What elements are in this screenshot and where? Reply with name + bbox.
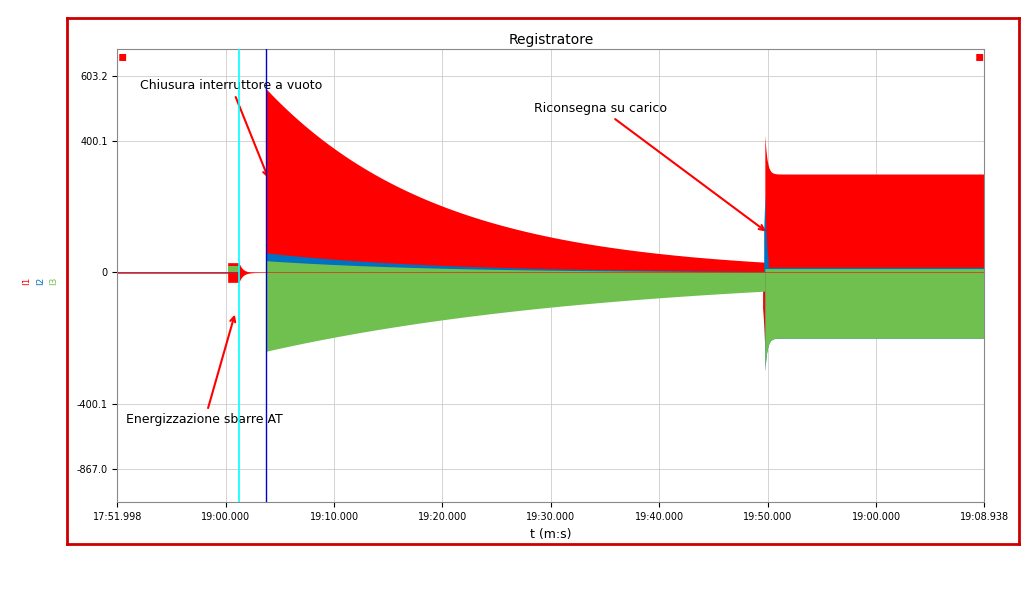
Text: I2: I2 <box>36 277 45 285</box>
X-axis label: t (m:s): t (m:s) <box>530 528 571 541</box>
Text: I3: I3 <box>49 277 58 285</box>
Text: Riconsegna su carico: Riconsegna su carico <box>534 102 764 230</box>
Text: Chiusura interruttore a vuoto: Chiusura interruttore a vuoto <box>140 79 323 176</box>
Text: ▪: ▪ <box>118 49 127 63</box>
Text: I1: I1 <box>23 277 32 285</box>
Text: Energizzazione sbarre AT: Energizzazione sbarre AT <box>126 317 283 427</box>
Text: ▪: ▪ <box>975 49 984 63</box>
Title: Registratore: Registratore <box>508 33 594 47</box>
